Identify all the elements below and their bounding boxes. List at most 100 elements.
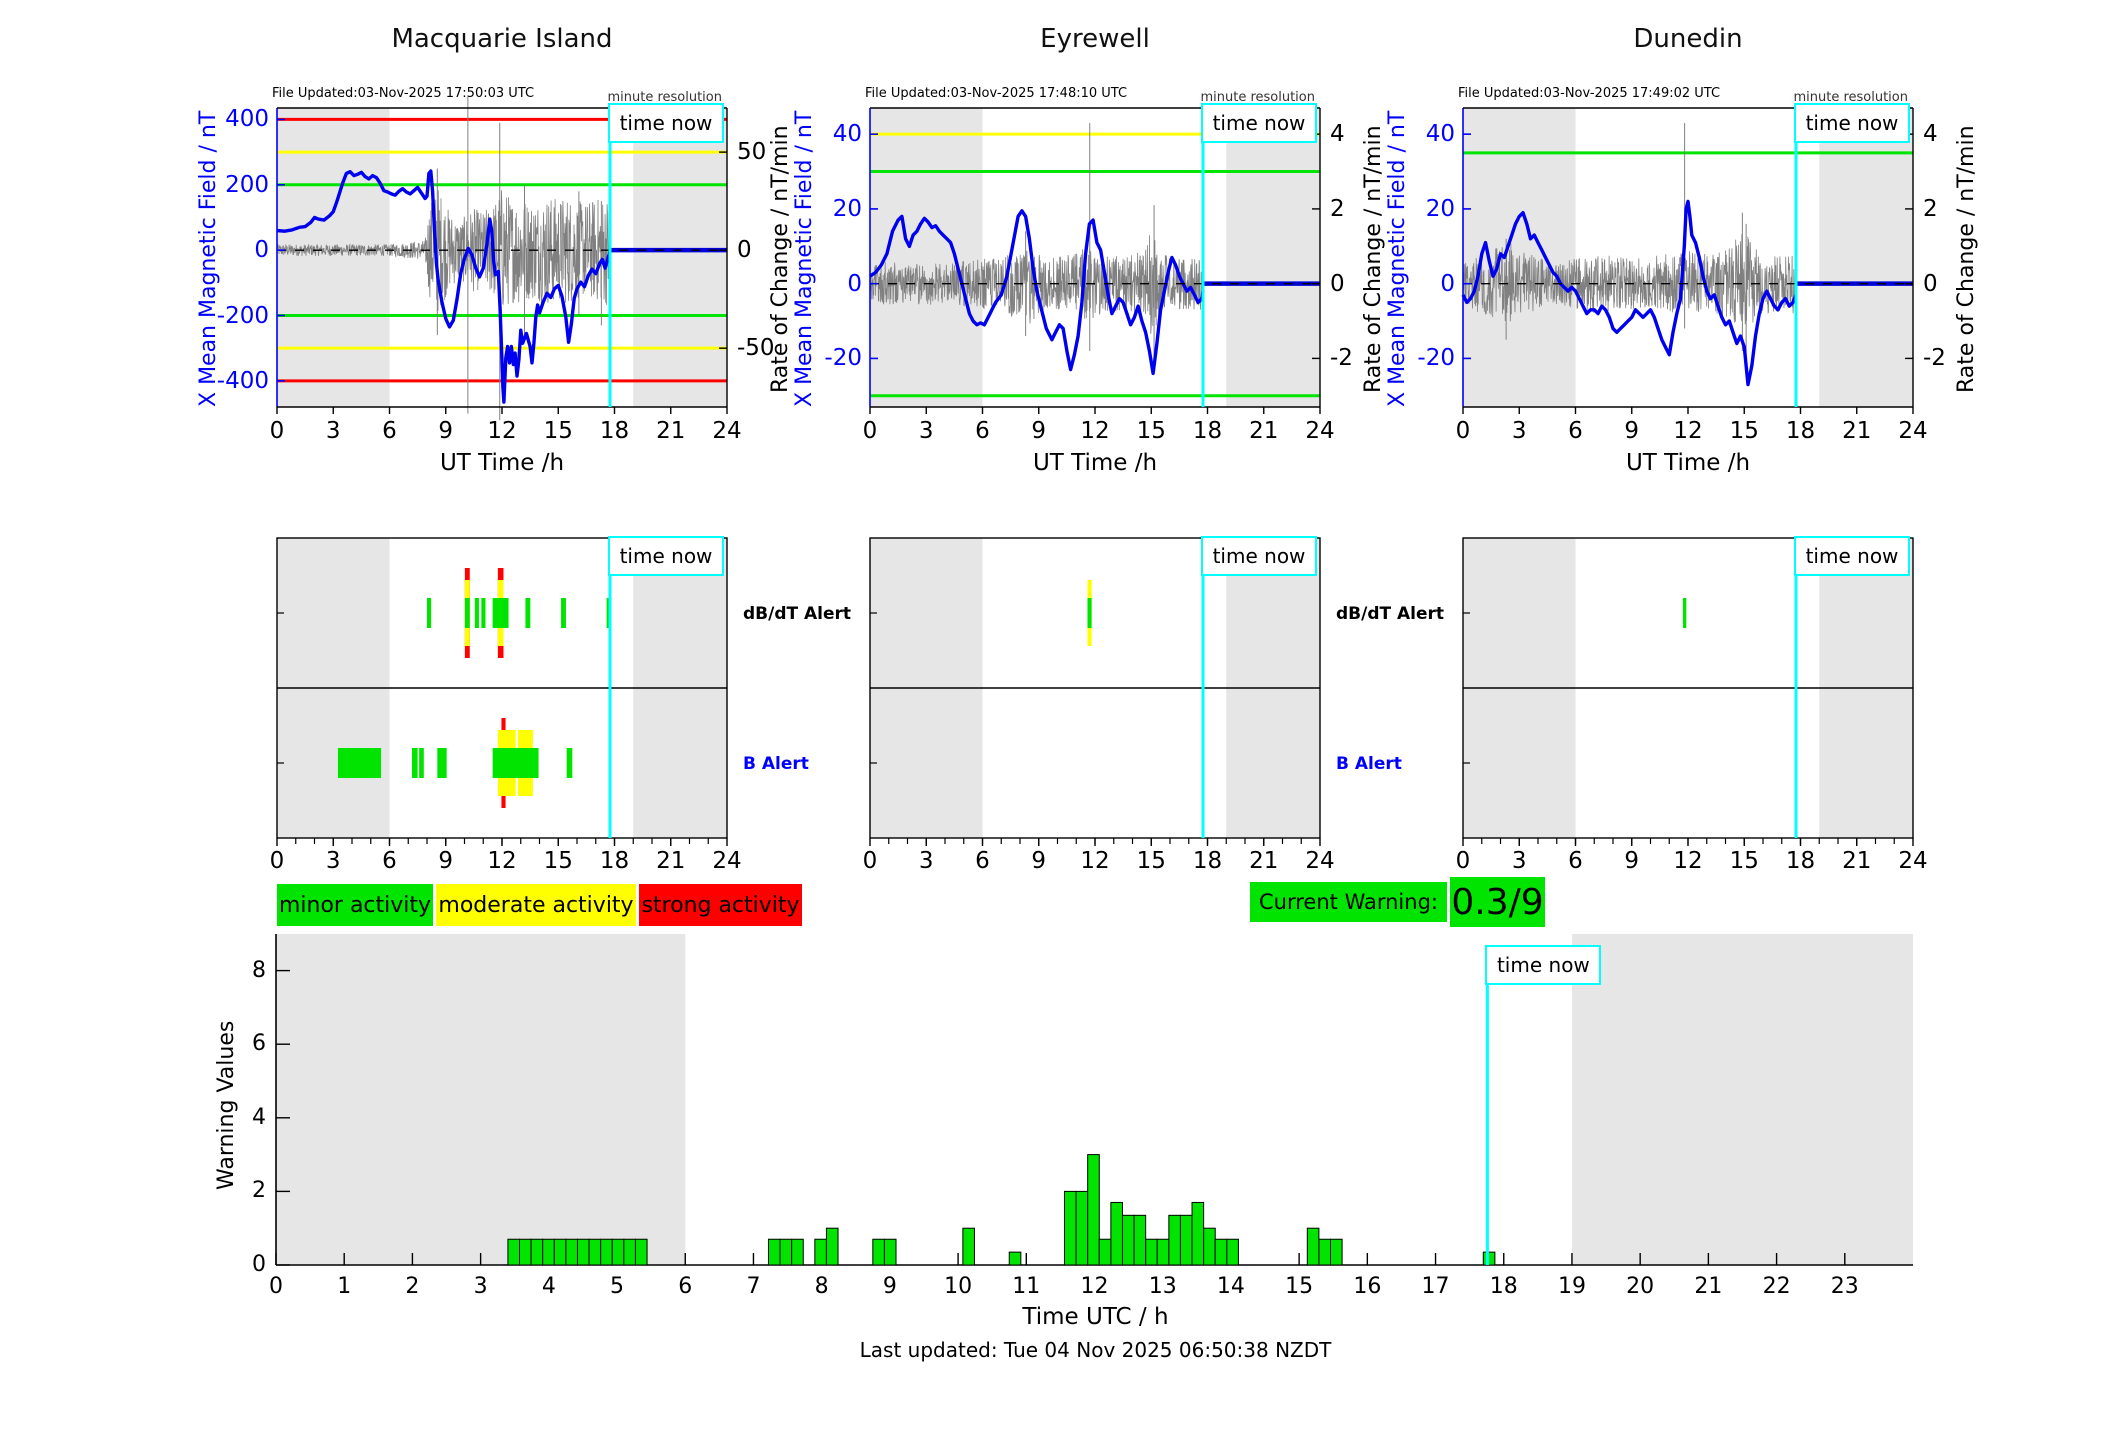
y-tick-label-left: 20 xyxy=(1425,195,1455,222)
alert-x-tick-label: 21 xyxy=(1842,848,1872,874)
warning-x-tick-label: 0 xyxy=(269,1274,283,1299)
alert-x-tick-label: 15 xyxy=(1136,848,1166,874)
warning-value-bar xyxy=(1226,1238,1239,1266)
current-warning-label: Current Warning: xyxy=(1250,882,1447,922)
alert-x-tick-label: 9 xyxy=(438,848,454,874)
file-updated-macquarie: File Updated:03-Nov-2025 17:50:03 UTC xyxy=(272,86,535,101)
warning-x-tick-label: 15 xyxy=(1285,1274,1314,1299)
alert-x-tick-label: 21 xyxy=(1249,848,1279,874)
warning-value-bar xyxy=(1482,1251,1496,1266)
warning-value-bar xyxy=(507,1238,521,1266)
warning-value-bar xyxy=(814,1238,827,1266)
file-updated-eyrewell: File Updated:03-Nov-2025 17:48:10 UTC xyxy=(865,86,1128,101)
warning-value-bar xyxy=(1306,1227,1320,1266)
warning-x-tick-label: 1 xyxy=(337,1274,352,1299)
warning-value-bar xyxy=(883,1238,897,1266)
alert-x-tick-label: 0 xyxy=(862,848,878,874)
warning-value-bar xyxy=(530,1238,544,1266)
warning-value-bar xyxy=(519,1238,532,1266)
station-title-eyrewell: Eyrewell xyxy=(1040,24,1150,54)
x-tick-label: 0 xyxy=(269,418,285,444)
y-tick-label-right: -50 xyxy=(737,335,775,362)
time-now-flag: time now xyxy=(1201,103,1317,143)
warning-value-bar xyxy=(1121,1214,1135,1266)
minute-resolution-note: minute resolution xyxy=(1200,90,1315,105)
time-now-flag: time now xyxy=(1485,945,1602,985)
warning-x-tick-label: 17 xyxy=(1421,1274,1450,1299)
warning-x-tick-label: 22 xyxy=(1762,1274,1791,1299)
warning-value-bar xyxy=(1008,1251,1022,1266)
warning-value-bar xyxy=(767,1238,781,1266)
warning-x-tick-label: 4 xyxy=(541,1274,556,1299)
alert-bar-minor xyxy=(412,748,418,778)
warning-x-tick-label: 19 xyxy=(1557,1274,1586,1299)
x-tick-label: 9 xyxy=(1624,418,1640,444)
alert-x-tick-label: 15 xyxy=(543,848,573,874)
warning-value-bar xyxy=(1145,1238,1158,1266)
warning-value-bar xyxy=(600,1238,613,1266)
y-tick-label-left: 400 xyxy=(225,106,269,133)
alert-x-tick-label: 18 xyxy=(1192,848,1223,874)
x-tick-label: 6 xyxy=(382,418,397,444)
current-warning-value: 0.3/9 xyxy=(1450,877,1545,927)
warning-x-tick-label: 7 xyxy=(746,1274,761,1299)
y-tick-label-left: -400 xyxy=(216,367,269,394)
alert-x-tick-label: 6 xyxy=(382,848,397,874)
warning-value-bar xyxy=(825,1227,839,1266)
warning-value-bar xyxy=(1133,1214,1147,1266)
x-tick-label: 6 xyxy=(1568,418,1583,444)
warning-value-bar xyxy=(1075,1190,1089,1266)
xlabel-macquarie: UT Time /h xyxy=(439,450,565,476)
alert-bar-minor xyxy=(561,598,566,628)
y-tick-label-right: 0 xyxy=(1330,270,1345,297)
alert-x-tick-label: 24 xyxy=(1898,848,1928,874)
alert-x-tick-label: 21 xyxy=(656,848,686,874)
alert-x-tick-label: 3 xyxy=(325,848,341,874)
x-tick-label: 0 xyxy=(1455,418,1471,444)
warning-value-bar xyxy=(1087,1154,1100,1266)
alert-x-tick-label: 24 xyxy=(1305,848,1335,874)
time-now-flag: time now xyxy=(1794,103,1910,143)
warning-value-bar xyxy=(1191,1201,1205,1266)
rate-of-change-noise xyxy=(276,190,611,311)
x-tick-label: 18 xyxy=(599,418,630,444)
warning-x-tick-label: 21 xyxy=(1694,1274,1723,1299)
alert-bar-minor xyxy=(492,748,539,778)
legend-strong-activity: strong activity xyxy=(639,884,802,926)
y-tick-label-right: 50 xyxy=(737,139,767,166)
warning-x-tick-label: 23 xyxy=(1830,1274,1859,1299)
y-tick-label-left: 200 xyxy=(225,171,269,198)
night-shade xyxy=(277,108,390,407)
warning-x-tick-label: 6 xyxy=(678,1274,693,1299)
warning-value-bar xyxy=(565,1238,578,1266)
minute-resolution-note: minute resolution xyxy=(1793,90,1908,105)
warning-value-bar xyxy=(791,1238,804,1266)
station-title-macquarie: Macquarie Island xyxy=(391,24,613,54)
y-tick-label-right: 0 xyxy=(1923,270,1938,297)
minute-resolution-note: minute resolution xyxy=(607,90,722,105)
station-title-dunedin: Dunedin xyxy=(1633,24,1743,54)
warning-value-bar xyxy=(1110,1201,1123,1266)
warning-y-tick-label: 2 xyxy=(252,1178,266,1204)
y-tick-label-left: 40 xyxy=(832,121,862,148)
y-tick-label-left: -20 xyxy=(824,345,862,372)
warning-y-tick-label: 0 xyxy=(252,1252,266,1277)
y-tick-label-left: 0 xyxy=(1440,270,1455,297)
warning-value-bar xyxy=(1179,1214,1193,1266)
legend-moderate-activity: moderate activity xyxy=(436,884,636,926)
y-tick-label-right: 2 xyxy=(1330,195,1345,222)
time-now-flag: time now xyxy=(608,536,724,576)
alert-x-tick-label: 6 xyxy=(1568,848,1583,874)
b-alert-label-1: B Alert xyxy=(743,754,809,774)
warning-y-tick-label: 6 xyxy=(252,1031,266,1057)
time-now-flag: time now xyxy=(608,103,724,143)
alert-bar-minor xyxy=(525,598,531,628)
warning-y-tick-label: 4 xyxy=(252,1104,266,1130)
warning-x-tick-label: 11 xyxy=(1012,1274,1041,1299)
alert-bar-minor xyxy=(464,598,470,628)
x-tick-label: 21 xyxy=(656,418,686,444)
x-tick-label: 12 xyxy=(1673,418,1703,444)
warning-value-bar xyxy=(611,1238,625,1266)
alert-x-tick-label: 3 xyxy=(918,848,934,874)
